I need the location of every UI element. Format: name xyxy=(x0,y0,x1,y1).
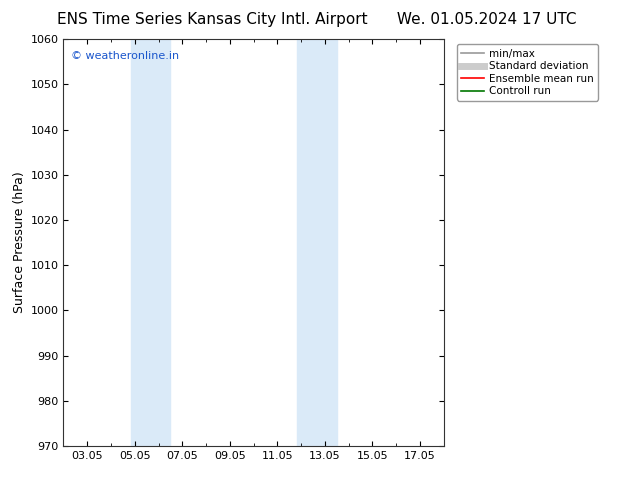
Y-axis label: Surface Pressure (hPa): Surface Pressure (hPa) xyxy=(13,172,26,314)
Bar xyxy=(131,39,171,446)
Text: © weatheronline.in: © weatheronline.in xyxy=(71,51,179,61)
Text: ENS Time Series Kansas City Intl. Airport      We. 01.05.2024 17 UTC: ENS Time Series Kansas City Intl. Airpor… xyxy=(57,12,577,27)
Bar xyxy=(297,39,337,446)
Legend: min/max, Standard deviation, Ensemble mean run, Controll run: min/max, Standard deviation, Ensemble me… xyxy=(456,45,598,100)
